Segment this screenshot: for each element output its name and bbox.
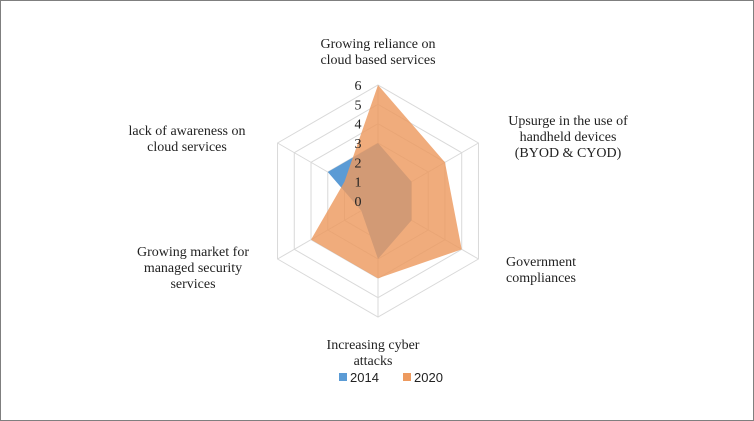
category-label-2: Upsurge in the use of handheld devices (BY… (508, 114, 628, 161)
category-label-4: Increasing cyber attacks (327, 338, 420, 369)
series-area-2020 (311, 85, 462, 279)
tick-label: 4 (355, 118, 362, 133)
tick-label: 6 (355, 79, 362, 94)
legend-swatch-2020 (403, 373, 411, 381)
legend: 2014 2020 (339, 370, 443, 385)
legend-label-2014: 2014 (350, 370, 379, 385)
tick-label: 5 (355, 98, 362, 113)
radial-axis-ticks: 0 1 2 3 4 5 6 (355, 79, 362, 210)
tick-label: 3 (355, 137, 362, 152)
category-label-5: Growing market for managed security servic… (137, 245, 249, 292)
category-label-1: Growing reliance on cloud based services (320, 37, 435, 68)
category-label-3: Government compliances (506, 255, 576, 286)
tick-label: 2 (355, 156, 362, 171)
legend-label-2020: 2020 (414, 370, 443, 385)
tick-label: 0 (355, 195, 362, 210)
tick-label: 1 (355, 176, 362, 191)
category-label-6: lack of awareness on cloud services (128, 124, 245, 155)
category-labels: Growing reliance on cloud based services U… (128, 37, 628, 369)
legend-swatch-2014 (339, 373, 347, 381)
radar-series (311, 85, 462, 279)
